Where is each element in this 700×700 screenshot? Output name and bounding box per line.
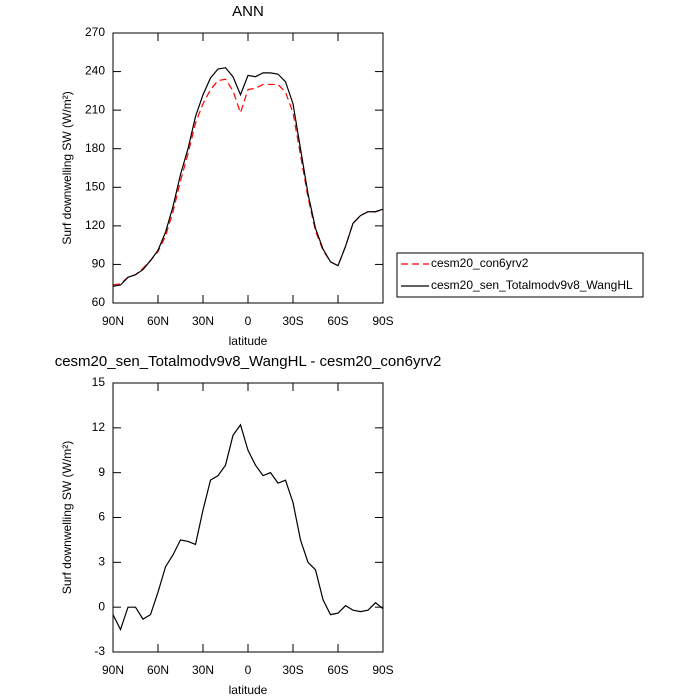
x-axis-label: latitude [229, 334, 268, 348]
chart-title: cesm20_sen_Totalmodv9v8_WangHL - cesm20_… [55, 353, 442, 370]
y-tick-label: 120 [85, 218, 105, 232]
y-tick-label: 180 [85, 141, 105, 155]
y-tick-label: 210 [85, 102, 105, 116]
legend-box [396, 252, 644, 298]
x-tick-label: 90N [102, 663, 124, 677]
y-tick-label: 6 [98, 510, 105, 524]
chart-title: ANN [232, 3, 264, 20]
y-tick-label: 12 [92, 420, 106, 434]
data-line [112, 78, 384, 286]
x-tick-label: 60S [327, 314, 348, 328]
y-tick-label: 15 [92, 375, 106, 389]
x-tick-label: 90S [372, 314, 393, 328]
x-tick-label: 90S [372, 663, 393, 677]
y-tick-label: 3 [98, 555, 105, 569]
plot-frame [112, 382, 384, 653]
x-tick-label: 30N [192, 663, 214, 677]
y-tick-label: 0 [98, 599, 105, 613]
data-line [112, 423, 384, 632]
y-axis-label: Surf downwelling SW (W/m²) [60, 441, 74, 594]
x-tick-label: 30S [282, 663, 303, 677]
x-axis-label: latitude [229, 683, 268, 697]
y-tick-label: 150 [85, 179, 105, 193]
x-tick-label: 60N [147, 663, 169, 677]
y-tick-label: -3 [94, 644, 105, 658]
y-tick-label: 90 [92, 257, 106, 271]
plot-frame [112, 32, 384, 304]
y-tick-label: 270 [85, 25, 105, 39]
y-tick-label: 60 [92, 295, 106, 309]
x-tick-label: 60S [327, 663, 348, 677]
data-line [112, 67, 384, 287]
y-tick-label: 240 [85, 64, 105, 78]
x-tick-label: 30S [282, 314, 303, 328]
x-tick-label: 90N [102, 314, 124, 328]
legend-label: cesm20_sen_Totalmodv9v8_WangHL [431, 278, 633, 292]
y-tick-label: 9 [98, 465, 105, 479]
x-tick-label: 0 [245, 314, 252, 328]
x-tick-label: 30N [192, 314, 214, 328]
y-axis-label: Surf downwelling SW (W/m²) [60, 91, 74, 244]
legend-label: cesm20_con6yrv2 [431, 256, 529, 270]
x-tick-label: 60N [147, 314, 169, 328]
x-tick-label: 0 [245, 663, 252, 677]
